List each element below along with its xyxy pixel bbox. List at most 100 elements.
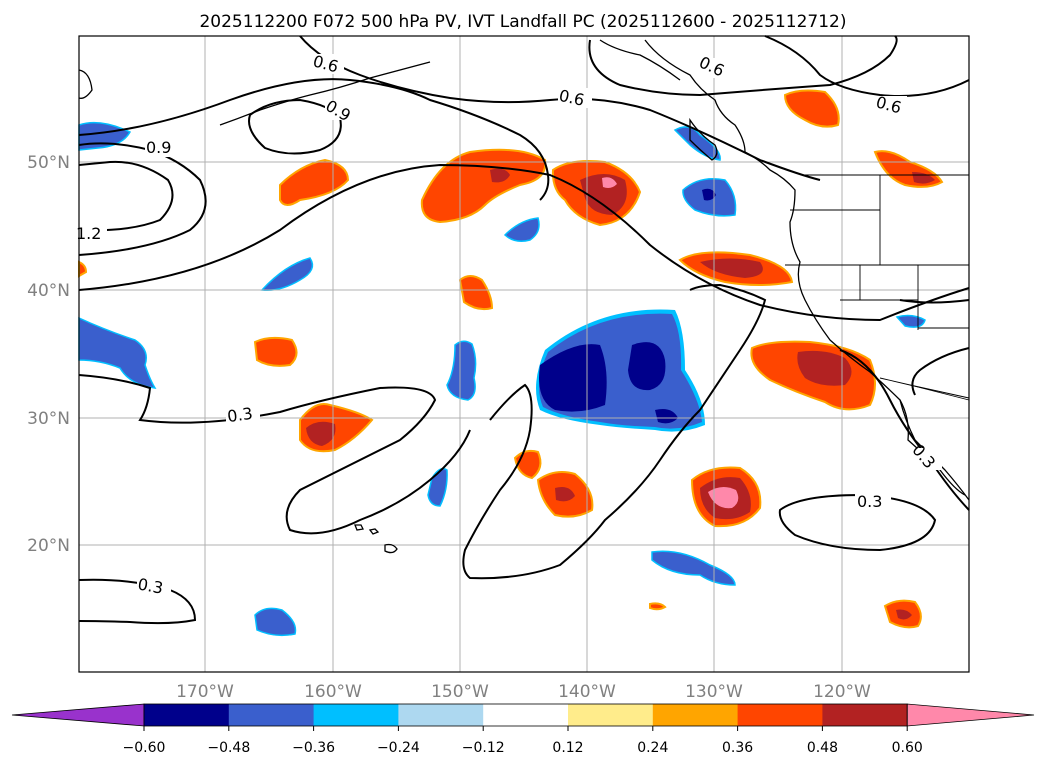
contours [78,35,970,625]
colorbar-extend-low [11,703,145,727]
pos-anomaly-core [896,609,912,620]
lat-labels: 50°N 40°N 30°N 20°N [27,153,70,556]
lon-label: 130°W [685,682,743,702]
colorbar-tick-label: 0.12 [552,740,583,756]
contour-line [764,35,970,97]
lon-label: 160°W [304,682,362,702]
pos-anomaly-area [279,158,350,206]
neg-anomaly-area [503,217,540,242]
map-frame [78,35,970,673]
contour-label: 0.3 [226,404,254,426]
contour-label-bg [137,576,171,596]
colorbar: −0.60 −0.48 −0.36 −0.24 −0.12 0.12 0.24 0.36 0.4… [11,703,1035,756]
pos-anomaly-area [458,275,494,311]
contour-label-bg [325,100,357,120]
borders [785,174,970,401]
colorbar-segment [652,704,739,726]
contour-label: 0.6 [557,86,586,110]
pos-anomaly-core [797,350,852,386]
lon-label: 140°W [558,682,616,702]
contour-label-bg [875,96,907,116]
contour-label-bg [558,88,592,108]
lon-labels: 170°W 160°W 150°W 140°W 130°W 120°W [176,682,871,702]
pos-anomaly-area [420,148,547,224]
contour-line [78,163,970,322]
contour-label: 0.3 [136,575,164,598]
gridlines [79,36,969,672]
lon-label: 150°W [431,682,489,702]
contour-line [911,347,970,396]
lon-label: 120°W [813,682,871,702]
colorbar-tick-label: −0.48 [207,740,250,756]
neg-anomaly-area [78,316,157,389]
contour-label-bg [145,137,179,157]
us-mexico-border [879,377,970,399]
pos-anomaly-max [602,177,617,188]
alaska-panhandle-coastline [599,39,681,81]
lat-label: 40°N [27,281,70,301]
lat-label: 20°N [27,536,70,556]
pos-anomaly-core [700,258,763,278]
hawaii-coastline [354,524,398,554]
colorbar-segment [228,704,315,726]
map-panel: 0.6 0.9 0.6 0.6 0.6 0.9 1.2 0.3 0.3 0.3 … [76,35,970,673]
neg-anomaly-area [254,607,297,637]
colorbar-tick-label: 0.48 [807,740,838,756]
contour-line [462,283,767,580]
neg-anomaly-core [655,409,678,424]
neg-anomaly-area [260,257,314,292]
contour-line [588,35,898,97]
state-borders [785,175,970,401]
contour-label-bg [698,58,730,78]
pos-anomaly-core [555,487,575,502]
colorbar-segment [568,704,654,726]
map-title: 2025112200 F072 500 hPa PV, IVT Landfall… [199,12,846,32]
colorbar-segment [313,704,399,726]
contour-line [78,160,174,232]
neg-anomaly-core [628,342,666,391]
contour-label-bg [79,223,107,243]
colorbar-segment [737,704,823,726]
contour-label: 0.3 [857,492,882,511]
pos-anomaly-core [306,421,336,446]
colorbar-tick-label: 0.36 [722,740,753,756]
lat-label: 30°N [27,409,70,429]
pos-anomaly-core [490,168,510,183]
aleutian-coastline [219,61,431,126]
lon-label: 170°W [176,682,234,702]
neg-anomaly-core [702,188,716,201]
contour-line [78,78,550,201]
contour-label-bg [312,54,344,74]
pos-anomaly-area [253,336,298,367]
contour-label-bg [226,404,260,424]
contour-line [899,299,970,304]
contour-label-bg [910,448,942,470]
colorbar-segment [483,704,569,726]
contour-line [299,35,821,181]
pos-anomaly-max [708,486,739,509]
contour-label: 0.9 [146,138,171,157]
contour-line [839,349,970,511]
colorbar-segment [822,704,908,726]
bc-islands-coastline [689,117,718,161]
colorbar-extend-high [906,703,1035,727]
colorbar-tick-label: −0.24 [377,740,420,756]
colorbar-segment [144,704,230,726]
colorbar-tick-label: −0.12 [462,740,505,756]
contour-label: 1.2 [76,224,101,243]
pos-anomaly-area [78,260,88,278]
contour-line [248,98,342,155]
contour-line [78,374,471,535]
alaska-west-coastline [78,69,93,99]
contour-label-bg [855,490,891,510]
pos-anomaly-area [783,89,840,128]
neg-anomaly-core [539,344,607,412]
contour-line [78,142,207,256]
colorbar-segment [398,704,484,726]
pos-anomaly-area [649,602,667,611]
colorbar-tick-label: 0.24 [637,740,668,756]
colorbar-tick-label: −0.60 [123,740,166,756]
colorbar-tick-label: −0.36 [292,740,335,756]
coastlines [78,39,970,554]
